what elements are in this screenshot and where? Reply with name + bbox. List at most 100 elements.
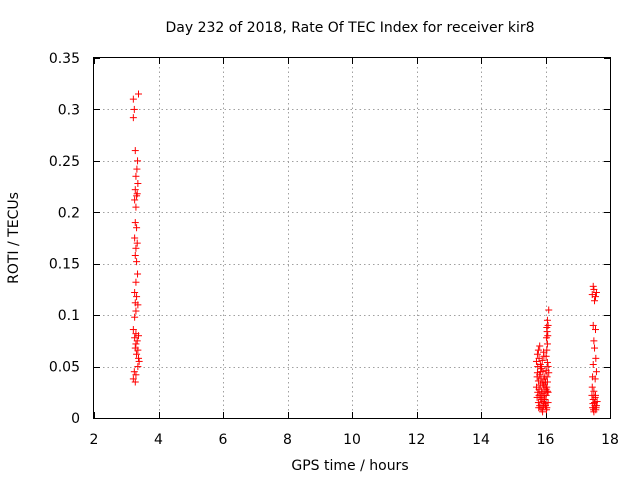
data-point (543, 316, 551, 324)
y-tick-label: 0.25 (49, 154, 80, 170)
data-point (533, 393, 541, 401)
y-tick-label: 0.1 (58, 308, 80, 324)
data-point (537, 368, 545, 376)
data-point (133, 239, 141, 247)
data-point (543, 346, 551, 354)
data-point (593, 398, 601, 406)
x-tick-label: 16 (537, 432, 555, 448)
data-point (535, 404, 543, 412)
y-tick-label: 0.05 (49, 360, 80, 376)
data-point (129, 326, 137, 334)
data-point (135, 90, 143, 98)
data-point (545, 369, 553, 377)
data-point (533, 350, 541, 358)
y-tick-label: 0.35 (49, 51, 80, 67)
data-point (134, 301, 142, 309)
data-point (545, 306, 553, 314)
data-point (133, 258, 141, 266)
x-tick-label: 12 (408, 432, 426, 448)
data-point (131, 289, 139, 297)
data-point (540, 391, 548, 399)
data-point (131, 313, 139, 321)
x-tick-label: 2 (90, 432, 99, 448)
data-point (591, 297, 599, 305)
data-point (134, 363, 142, 371)
data-point (542, 352, 550, 360)
data-point (543, 358, 551, 366)
data-point (544, 399, 552, 407)
data-point (541, 395, 549, 403)
data-point (131, 219, 139, 227)
data-point (591, 393, 599, 401)
data-point (544, 363, 552, 371)
data-point (129, 114, 137, 122)
data-point (590, 337, 598, 345)
data-point (544, 332, 552, 340)
data-point (591, 344, 599, 352)
data-point (134, 179, 142, 187)
data-point (135, 354, 143, 362)
x-tick-label: 4 (154, 432, 163, 448)
data-point (539, 408, 547, 416)
x-tick-label: 10 (343, 432, 361, 448)
data-point (534, 388, 542, 396)
data-point (538, 356, 546, 364)
data-point (131, 234, 139, 242)
x-tick-label: 14 (472, 432, 490, 448)
data-point (134, 346, 142, 354)
data-point (134, 157, 142, 165)
data-point (592, 354, 600, 362)
y-axis-label: ROTI / TECUs (6, 192, 22, 284)
grid (94, 58, 610, 418)
y-tick-label: 0.2 (58, 205, 80, 221)
x-tick-label: 6 (219, 432, 228, 448)
data-point (131, 147, 139, 155)
data-point (132, 307, 140, 315)
data-point (131, 196, 139, 204)
data-points (129, 90, 601, 416)
data-point (132, 203, 140, 211)
data-point (133, 293, 141, 301)
data-point (540, 402, 548, 410)
data-point (543, 340, 551, 348)
data-point (134, 270, 142, 278)
data-point (135, 357, 143, 365)
data-point (543, 323, 551, 331)
data-point (536, 381, 544, 389)
data-point (130, 368, 138, 376)
data-point (590, 406, 598, 414)
plot-frame (93, 57, 611, 419)
data-point (589, 321, 597, 329)
data-point (591, 326, 599, 334)
data-point (588, 383, 596, 391)
data-point (536, 342, 544, 350)
data-point (132, 244, 140, 252)
y-tick-label: 0.15 (49, 257, 80, 273)
data-point (135, 332, 143, 340)
data-point (591, 375, 599, 383)
data-point (591, 293, 599, 301)
axis-ticks (94, 58, 611, 419)
data-point (543, 373, 551, 381)
data-point (130, 105, 138, 113)
data-point (589, 282, 597, 290)
chart-title: Day 232 of 2018, Rate Of TEC Index for r… (165, 20, 534, 36)
data-point (542, 378, 549, 386)
data-point (590, 387, 598, 395)
data-point (131, 378, 139, 386)
x-tick-label: 18 (601, 432, 619, 448)
data-point (133, 224, 141, 232)
data-point (592, 368, 600, 376)
data-point (132, 172, 140, 180)
data-point (132, 371, 140, 379)
y-tick-label: 0.3 (58, 102, 80, 118)
data-point (544, 388, 552, 396)
data-point (533, 369, 541, 377)
data-point (131, 186, 139, 194)
data-point (133, 350, 141, 358)
data-point (131, 251, 139, 259)
tick-labels: 2 4 6 8 10 12 14 16 18 0 0.05 0.1 0.15 0.2 0.25 0.3 0.35 (49, 51, 619, 448)
x-tick-label: 8 (283, 432, 292, 448)
y-tick-label: 0 (71, 411, 80, 427)
